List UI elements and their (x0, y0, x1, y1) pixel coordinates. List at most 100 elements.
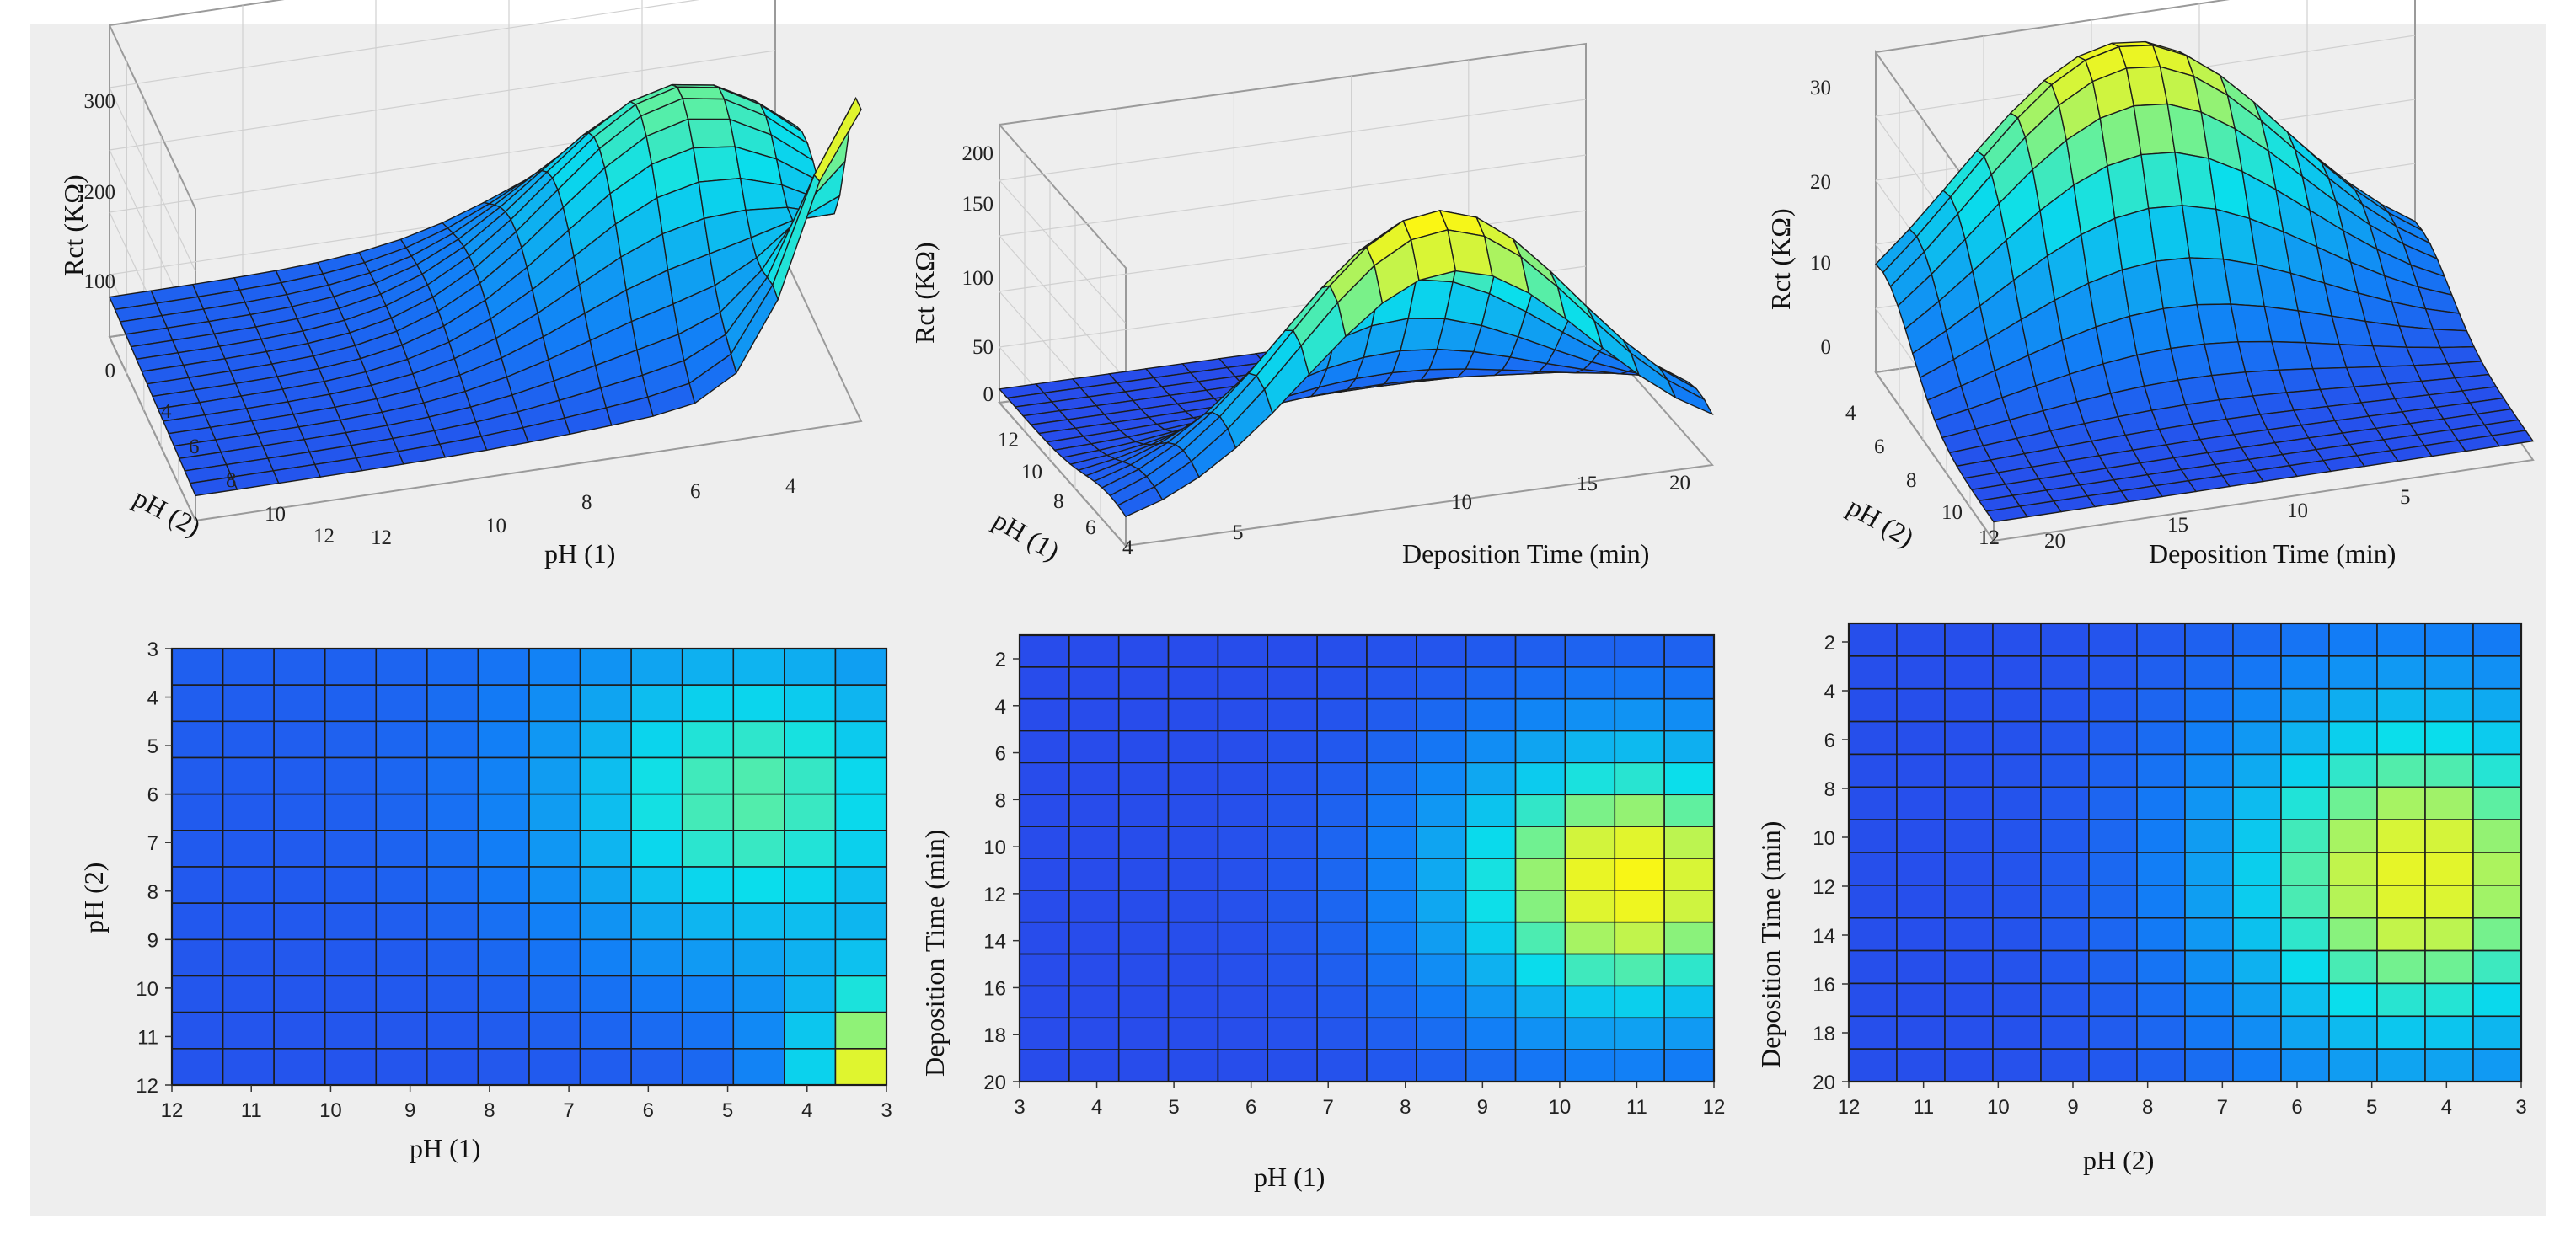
heatmap-cell (630, 866, 683, 904)
heatmap-cell (1316, 1017, 1368, 1050)
y-tick: 4 (1845, 402, 1856, 425)
heatmap-cell (477, 902, 530, 941)
heatmap-cell (579, 756, 632, 795)
x-tick-label: 3 (1014, 1096, 1025, 1119)
heatmap-cell (1944, 819, 1994, 853)
y-tick-label: 16 (1813, 974, 1835, 997)
heatmap-cell (2088, 819, 2138, 853)
heatmap-cell (2280, 819, 2330, 853)
x-tick: 20 (2044, 530, 2065, 553)
x-tick-label: 5 (722, 1099, 733, 1122)
heatmap-cell (834, 975, 887, 1013)
heatmap-cell (1019, 953, 1070, 987)
heatmap-cell (1316, 921, 1368, 955)
heatmap-cell (324, 902, 378, 941)
heatmap-cell (681, 1048, 735, 1086)
z-tick: 30 (1810, 77, 1831, 99)
heatmap-cell (1944, 917, 1994, 952)
heatmap-cell (222, 720, 275, 759)
heatmap-cell (2232, 655, 2282, 690)
heatmap-cell (1663, 1049, 1715, 1082)
surface-plot-3: Rct (KΩ) 30 20 10 0 4 6 8 10 12 20 15 10… (1716, 0, 2546, 580)
z-tick: 0 (983, 383, 994, 406)
y-tick-label: 18 (983, 1024, 1006, 1047)
xlabel: pH (1) (544, 538, 615, 569)
y-tick-label: 14 (1813, 925, 1835, 948)
y-tick: 10 (1021, 461, 1042, 484)
y-tick-label: 2 (995, 649, 1006, 671)
heatmap-cell (1896, 982, 1946, 1018)
y-tick-label: 6 (1824, 730, 1835, 752)
grid-line (109, 50, 776, 151)
heatmap-3: 12 11 10 9 8 7 6 5 4 3 2 4 6 8 10 12 14 16 18 20 Deposition… (1716, 580, 2546, 1203)
heatmap-cell (1068, 762, 1120, 796)
heatmap-cell (222, 684, 275, 723)
ylabel: Deposition Time (min) (1755, 821, 1786, 1068)
x-tick-label: 4 (2441, 1096, 2452, 1119)
heatmap-cell (528, 938, 581, 977)
heatmap-cell (1267, 858, 1318, 891)
heatmap-cell (2376, 852, 2426, 886)
heatmap-cell (1896, 753, 1946, 788)
x-tick-label: 12 (161, 1099, 184, 1122)
xlabel: pH (1) (410, 1133, 480, 1163)
heatmap-cell (2088, 786, 2138, 820)
heatmap-cell (2184, 1015, 2234, 1050)
y-tick-label: 12 (136, 1075, 158, 1098)
heatmap-3-text: Deposition Time (min) pH (2) (1755, 821, 2154, 1175)
x-tick-label: 3 (2515, 1096, 2526, 1119)
heatmap-cell (630, 756, 683, 795)
x-tick: 5 (2400, 486, 2411, 509)
heatmap-cell (1944, 949, 1994, 985)
heatmap-cell (2328, 819, 2378, 853)
heatmap-cell (1068, 890, 1120, 923)
heatmap-cell (2136, 852, 2186, 886)
z-tick: 50 (972, 336, 993, 359)
heatmap-cell (273, 756, 326, 795)
y-tick: 4 (1122, 537, 1133, 559)
x-tick-label: 12 (1838, 1096, 1861, 1119)
heatmap-cell (732, 1048, 785, 1086)
heatmap-cell (1944, 885, 1994, 919)
heatmap-cell (630, 1048, 683, 1086)
x-tick-label: 11 (241, 1099, 262, 1122)
surface-patch (2491, 430, 2535, 447)
heatmap-cell (784, 902, 837, 941)
heatmap-cell (426, 1048, 479, 1086)
z-tick: 0 (1821, 336, 1832, 359)
heatmap-cell (2136, 982, 2186, 1018)
xlabel: Deposition Time (min) (1402, 538, 1649, 569)
heatmap-cell (1167, 1049, 1219, 1082)
heatmap-cell (375, 902, 428, 941)
heatmap-cell (1416, 921, 1467, 955)
heatmap-cell (1117, 858, 1170, 891)
heatmap-cell (732, 720, 785, 759)
y-tick-label: 4 (1824, 681, 1835, 703)
heatmap-cell (1663, 794, 1715, 827)
x-tick-label: 6 (2291, 1096, 2302, 1119)
y-tick-label: 3 (147, 639, 158, 661)
heatmap-cell (2472, 753, 2522, 788)
x-tick: 10 (2287, 500, 2308, 522)
heatmap-cell (2232, 819, 2282, 853)
heatmap-cell (1167, 697, 1219, 732)
heatmap-cell (324, 938, 378, 977)
heatmap-cell (1614, 826, 1665, 859)
heatmap-cell (477, 720, 530, 759)
heatmap-cell (426, 866, 479, 904)
heatmap-cell (1217, 826, 1269, 859)
heatmap-cell (1316, 953, 1368, 987)
x-tick-label: 11 (1626, 1096, 1647, 1119)
heatmap-cell (1896, 852, 1946, 886)
heatmap-cell (1117, 794, 1170, 827)
heatmap-cell (2040, 655, 2090, 690)
x-tick-label: 4 (801, 1099, 812, 1122)
heatmap-cell (324, 866, 378, 904)
z-tick: 200 (962, 142, 994, 165)
y-tick: 8 (1053, 490, 1064, 513)
x-tick-label: 7 (563, 1099, 574, 1122)
heatmap-cell (1465, 730, 1517, 764)
heatmap-cell (324, 648, 378, 686)
x-tick-label: 12 (1703, 1096, 1726, 1119)
heatmap-cell (273, 830, 326, 868)
